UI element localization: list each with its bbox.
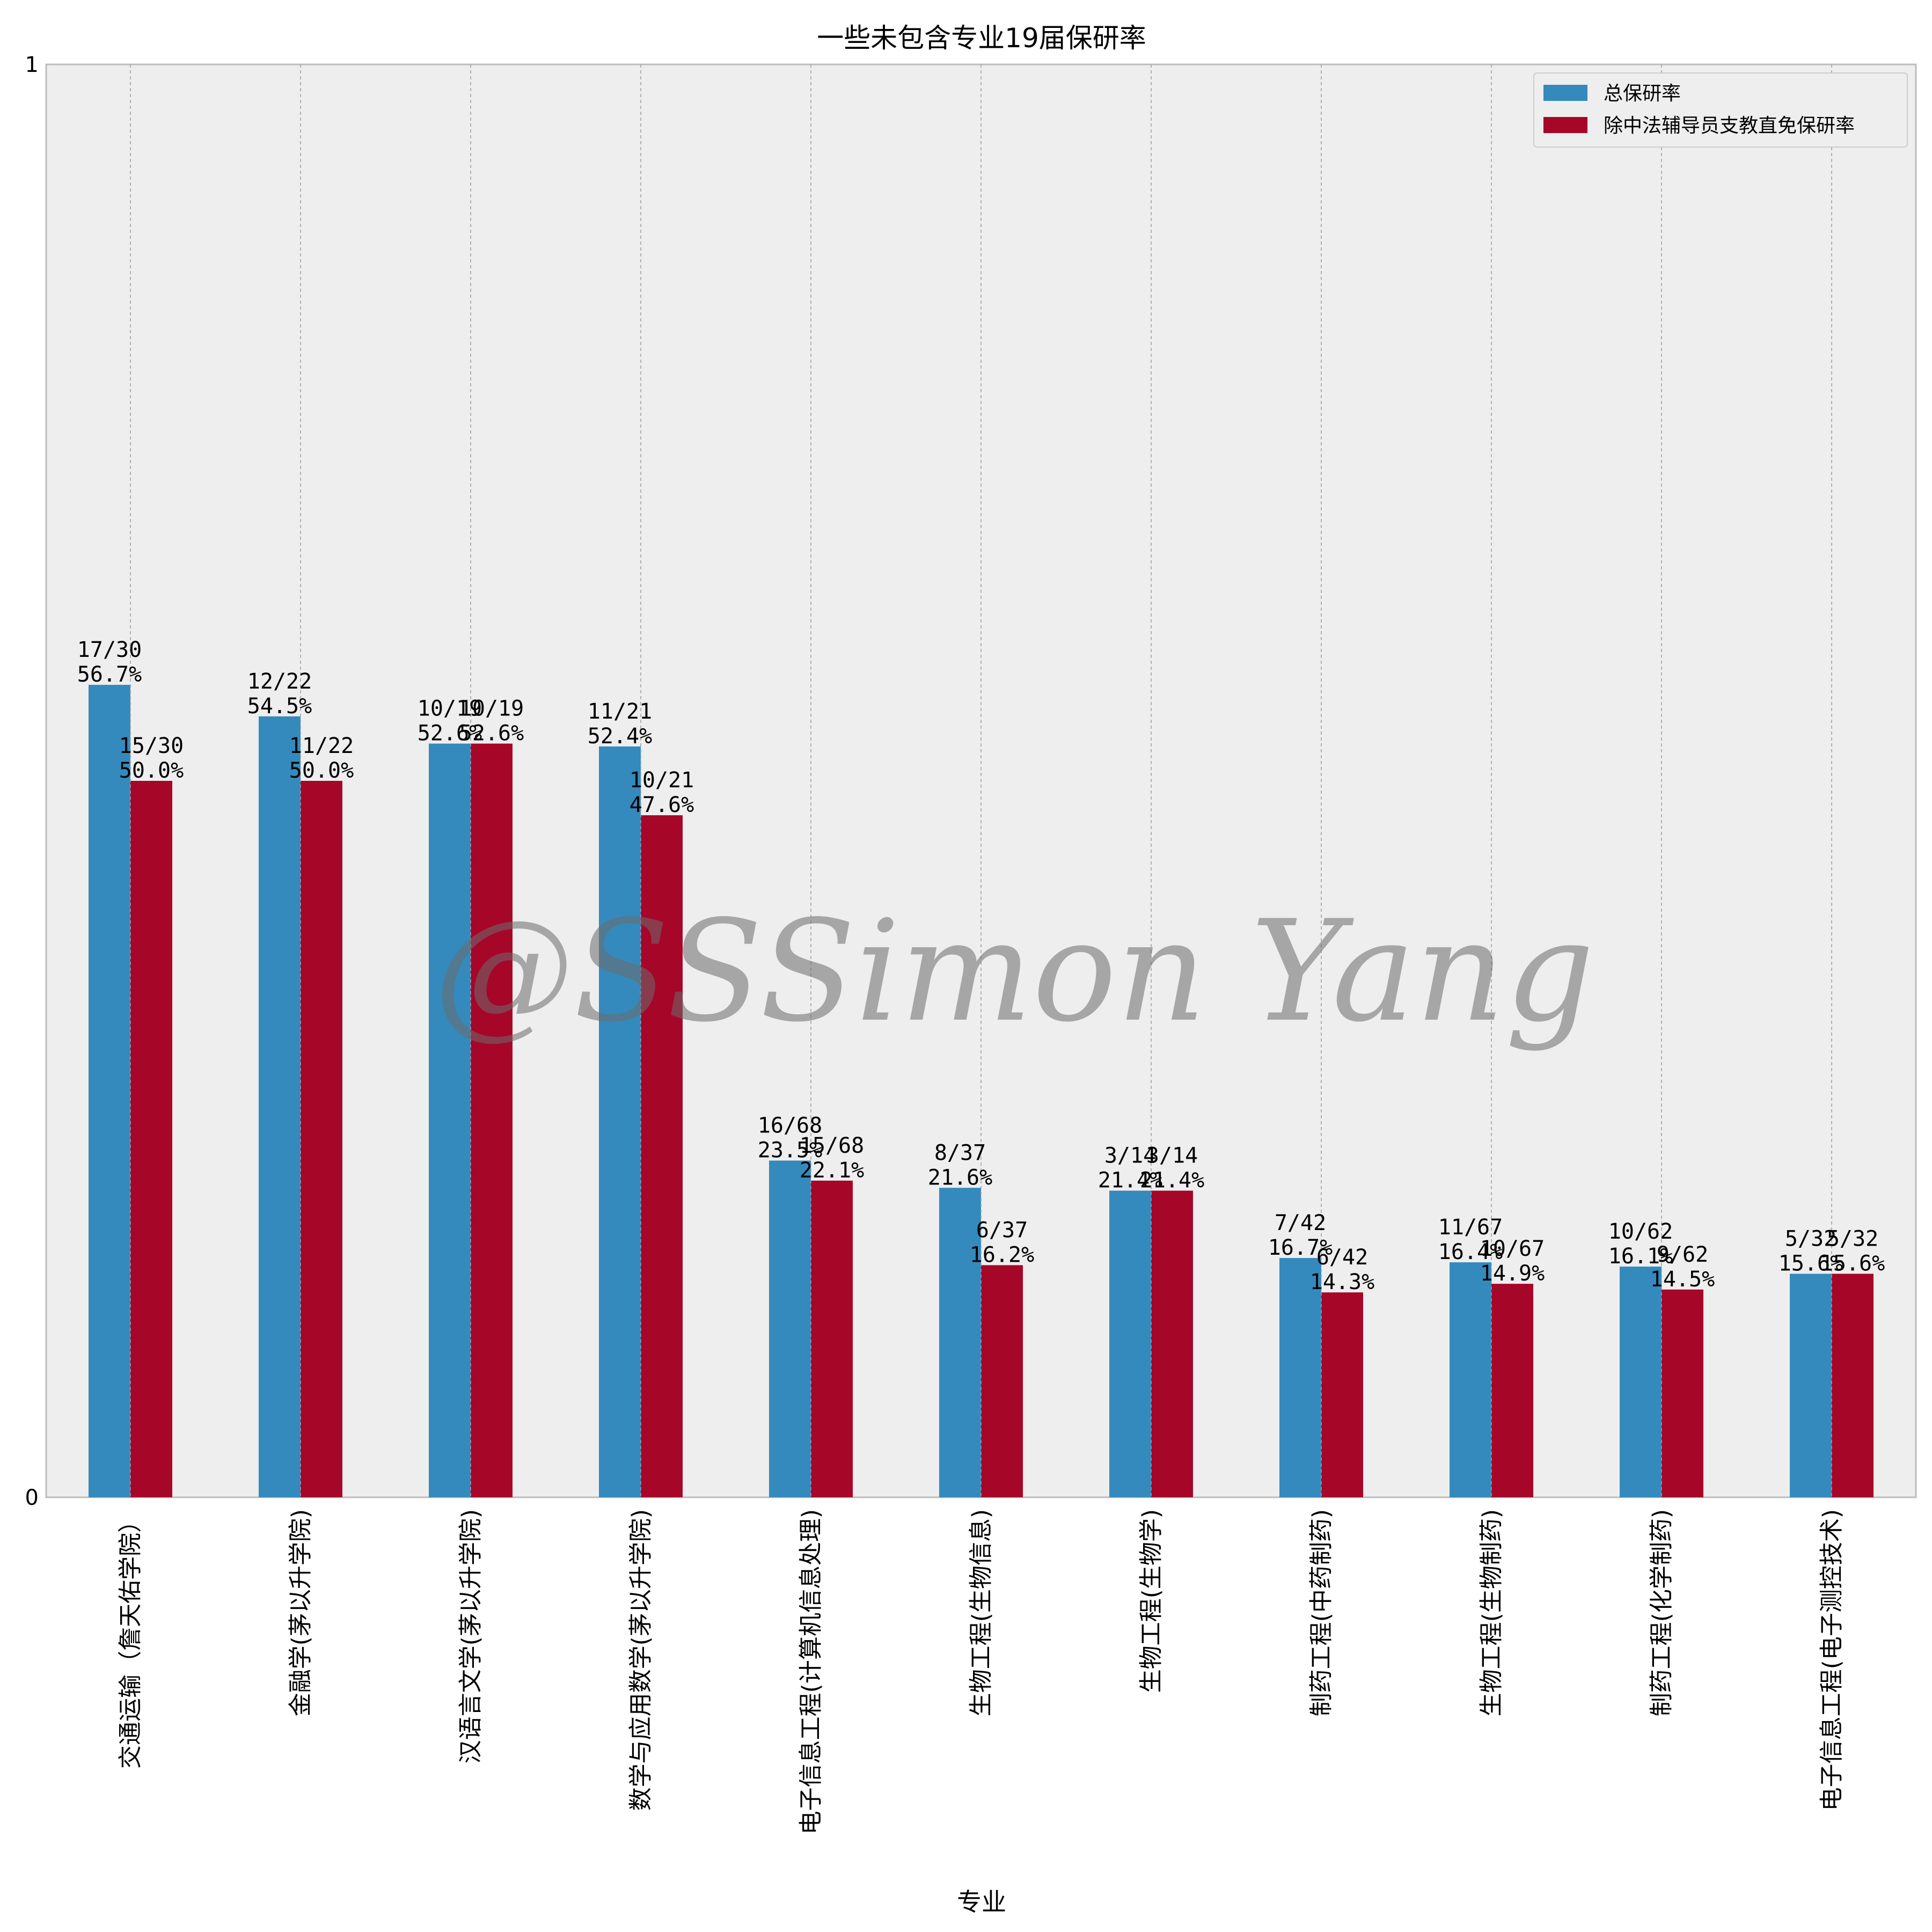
- bar: [1790, 1274, 1832, 1497]
- bar: [811, 1180, 853, 1497]
- data-label-count: 7/42: [1275, 1211, 1326, 1235]
- data-label-percent: 16.4%: [1438, 1240, 1503, 1264]
- bar: [939, 1188, 981, 1497]
- bar: [259, 716, 301, 1497]
- chart-title: 一些未包含专业19届保研率: [817, 23, 1146, 54]
- data-label-percent: 56.7%: [77, 662, 142, 687]
- data-label-count: 5/32: [1785, 1226, 1836, 1251]
- bar: [1832, 1274, 1874, 1497]
- data-label-count: 10/67: [1480, 1236, 1545, 1261]
- data-label-count: 3/14: [1146, 1144, 1198, 1168]
- data-label-count: 15/68: [800, 1133, 864, 1158]
- data-label-percent: 52.6%: [418, 721, 482, 746]
- legend-swatch: [1543, 85, 1587, 101]
- bar: [599, 746, 641, 1497]
- data-label-percent: 15.6%: [1820, 1251, 1885, 1276]
- data-label-percent: 54.5%: [247, 694, 312, 719]
- watermark: @SSSimon Yang: [434, 891, 1594, 1053]
- data-label-count: 10/19: [418, 697, 482, 721]
- legend-label: 总保研率: [1604, 83, 1681, 105]
- y-axis-ticks: 01: [25, 53, 39, 1510]
- x-tick-label: 生物工程(生物制药): [1478, 1509, 1505, 1716]
- x-tick-label: 交通运输（詹天佑学院）: [117, 1509, 144, 1769]
- data-label-count: 6/37: [976, 1218, 1028, 1242]
- x-tick-label: 生物工程(生物信息): [968, 1509, 995, 1716]
- data-label-percent: 50.0%: [119, 758, 184, 783]
- data-label-count: 17/30: [77, 638, 142, 662]
- data-label-count: 6/42: [1316, 1245, 1368, 1270]
- bar: [471, 743, 513, 1497]
- bars: [89, 64, 1874, 1497]
- bar: [89, 685, 130, 1497]
- data-label-percent: 22.1%: [800, 1158, 864, 1183]
- data-label-percent: 21.6%: [928, 1165, 992, 1190]
- bar: [1450, 1262, 1491, 1497]
- data-label-percent: 14.9%: [1480, 1261, 1545, 1286]
- legend-swatch: [1543, 117, 1587, 133]
- bar: [1491, 1284, 1533, 1497]
- x-tick-label: 制药工程(化学制药): [1648, 1509, 1675, 1716]
- x-tick-label: 汉语言文学(茅以升学院): [457, 1509, 485, 1763]
- data-label-count: 16/68: [758, 1114, 822, 1138]
- legend-frame: [1533, 72, 1908, 148]
- data-label-percent: 52.4%: [588, 724, 652, 749]
- x-tick-label: 电子信息工程(计算机信息处理): [797, 1509, 825, 1834]
- data-label-count: 8/37: [934, 1140, 986, 1165]
- x-axis-ticks: 交通运输（詹天佑学院） 金融学(茅以升学院) 汉语言文学(茅以升学院) 数学与应用数学…: [117, 1509, 1846, 1834]
- bar: [769, 1160, 811, 1497]
- data-label-percent: 47.6%: [630, 793, 694, 817]
- data-label-count: 3/14: [1104, 1144, 1156, 1168]
- legend-label: 除中法辅导员支教直免保研率: [1604, 115, 1855, 137]
- bar: [981, 1265, 1023, 1497]
- x-tick-label: 制药工程(中药制药): [1308, 1509, 1335, 1716]
- y-tick-label: 0: [25, 1485, 39, 1510]
- bar: [301, 781, 342, 1497]
- bar: [1279, 1258, 1321, 1497]
- data-label-percent: 14.5%: [1650, 1267, 1715, 1292]
- data-label-percent: 16.1%: [1608, 1244, 1673, 1269]
- data-label-count: 15/30: [119, 734, 184, 758]
- bar: [1151, 1190, 1193, 1497]
- data-label-percent: 14.3%: [1310, 1270, 1374, 1294]
- bar: [1109, 1190, 1151, 1497]
- data-label-percent: 16.2%: [970, 1242, 1034, 1267]
- data-label-count: 12/22: [247, 669, 312, 694]
- x-tick-label: 生物工程(生物学): [1138, 1509, 1165, 1693]
- y-tick-label: 1: [25, 53, 39, 77]
- data-label-count: 9/62: [1657, 1242, 1708, 1267]
- bar: [1321, 1292, 1363, 1497]
- data-label-count: 10/21: [630, 768, 694, 793]
- data-label-count: 5/32: [1827, 1226, 1878, 1251]
- bar: [1662, 1289, 1703, 1497]
- x-axis-label: 专业: [957, 1887, 1006, 1916]
- data-label-percent: 21.4%: [1098, 1168, 1162, 1193]
- x-tick-label: 数学与应用数学(茅以升学院): [627, 1509, 655, 1811]
- data-label-percent: 52.6%: [459, 721, 524, 746]
- data-label-percent: 23.5%: [758, 1138, 822, 1163]
- data-label-count: 11/21: [588, 699, 652, 724]
- data-label-count: 11/22: [289, 734, 354, 758]
- bar: [1620, 1267, 1662, 1497]
- data-label-count: 10/62: [1608, 1219, 1673, 1244]
- data-label-count: 10/19: [459, 697, 524, 721]
- bar: [429, 743, 471, 1497]
- data-label-percent: 16.7%: [1268, 1235, 1333, 1260]
- bar: [641, 815, 683, 1497]
- data-label-count: 11/67: [1438, 1215, 1503, 1240]
- x-tick-label: 电子信息工程(电子测控技术): [1818, 1509, 1846, 1811]
- data-label-percent: 15.6%: [1779, 1251, 1843, 1276]
- bar: [130, 781, 172, 1497]
- data-label-percent: 50.0%: [289, 758, 354, 783]
- x-tick-label: 金融学(茅以升学院): [287, 1509, 314, 1716]
- data-label-percent: 21.4%: [1140, 1168, 1204, 1193]
